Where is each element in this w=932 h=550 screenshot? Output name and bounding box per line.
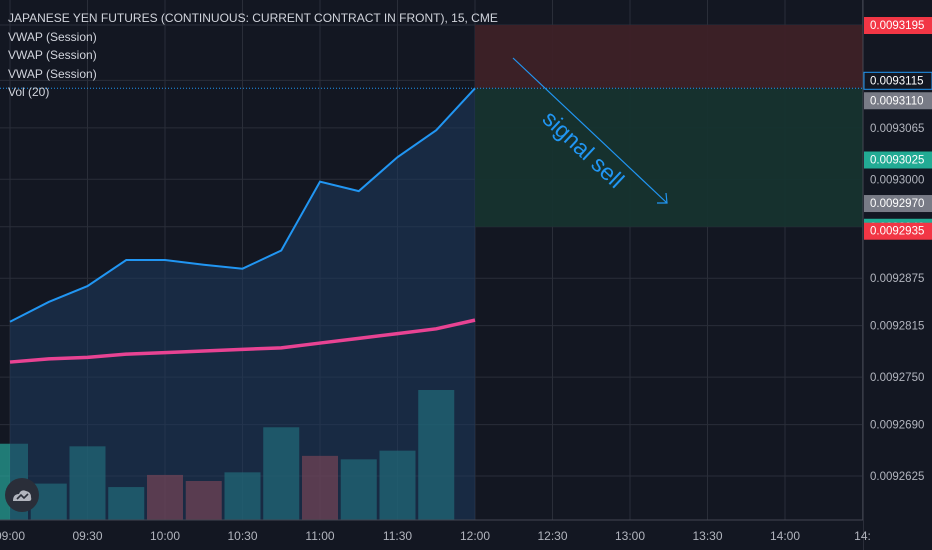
- position-zones: [475, 25, 863, 227]
- time-tick-label: 13:00: [615, 529, 645, 543]
- tradingview-logo-icon[interactable]: [5, 478, 39, 512]
- series-lines: [0, 87, 863, 520]
- time-tick-label: 10:30: [227, 529, 257, 543]
- price-label-badge: [863, 71, 932, 90]
- price-label-badge: [864, 92, 932, 110]
- price-label-badge: [864, 151, 932, 169]
- signal-arrow-head: [657, 192, 668, 204]
- stop-loss-zone[interactable]: [475, 25, 863, 89]
- time-axis-background: [0, 520, 863, 550]
- price-label: 0.0093195: [870, 20, 924, 32]
- price-label-badge: [864, 222, 932, 240]
- price-axis-background: [863, 0, 932, 550]
- vwap-line[interactable]: [9, 318, 476, 364]
- time-tick-label: 10:00: [150, 529, 180, 543]
- price-axis[interactable]: 0.0093065 0.0093000 0.0092875 0.0092815 0.00…: [862, 0, 932, 550]
- time-axis[interactable]: 09:00 09:30 10:00 10:30 11:00 11:30 12:00 12:30…: [0, 519, 871, 550]
- price-line[interactable]: [9, 87, 476, 323]
- signal-arrow: [512, 57, 668, 204]
- price-label-badge: [864, 17, 932, 34]
- price-tick-label: 0.0092750: [870, 372, 924, 384]
- time-tick-label: 09:00: [0, 529, 25, 543]
- time-tick-label: 09:30: [72, 529, 102, 543]
- price-tick-label: 0.0093065: [870, 123, 924, 135]
- take-profit-zone[interactable]: [475, 88, 863, 227]
- price-label: 0.0093025: [870, 155, 924, 167]
- time-tick-label: 11:00: [305, 529, 334, 543]
- price-label: 0.0093115: [870, 75, 924, 87]
- price-label-badge: [864, 195, 932, 213]
- time-tick-label: 12:30: [537, 529, 567, 543]
- price-area-fill: [10, 88, 475, 520]
- price-tick-label: 0.0093000: [870, 174, 924, 186]
- price-label: 0.0092935: [870, 226, 924, 238]
- time-tick-label: 14:: [854, 529, 871, 543]
- price-tick-label: 0.0092625: [870, 471, 924, 483]
- price-label: 0.0093110: [870, 95, 924, 107]
- price-tick-label: 0.0092875: [870, 273, 924, 285]
- price-tick-label: 0.0092815: [870, 321, 924, 333]
- time-tick-label: 13:30: [692, 529, 722, 543]
- time-tick-label: 11:30: [383, 529, 412, 543]
- price-label: 0.0092970: [870, 198, 924, 210]
- price-tick-label: 0.0092690: [870, 420, 924, 432]
- time-tick-label: 14:00: [770, 529, 800, 543]
- time-tick-label: 12:00: [460, 529, 490, 543]
